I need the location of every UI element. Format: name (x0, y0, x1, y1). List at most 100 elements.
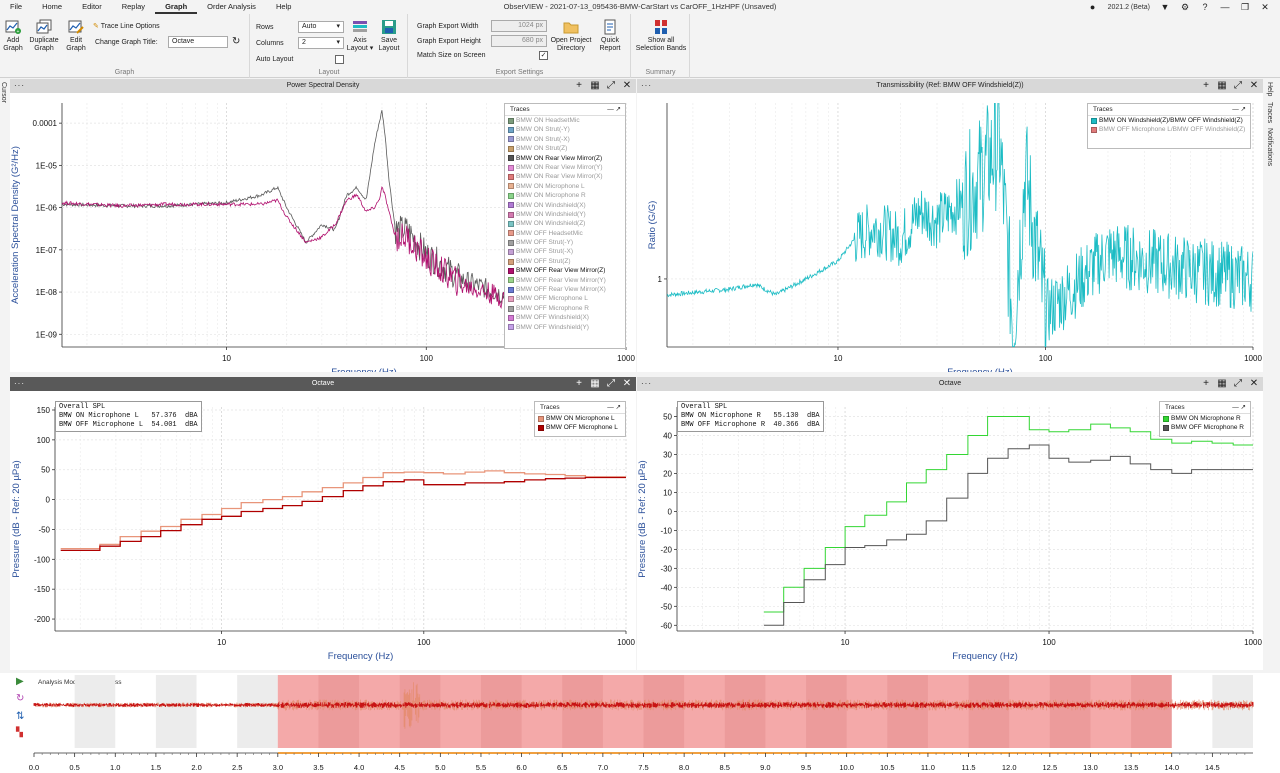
menu-help[interactable]: Help (275, 2, 292, 11)
edit-graph-button[interactable]: Edit Graph (64, 19, 88, 53)
legend-swatch[interactable] (508, 324, 514, 331)
legend-item[interactable]: BMW OFF Rear View Mirror(Z) (505, 266, 625, 275)
legend-item[interactable]: BMW ON Strut(Z) (505, 144, 625, 153)
bands-icon[interactable]: ▚ (16, 727, 23, 737)
legend-swatch[interactable] (538, 425, 544, 432)
legend-item[interactable]: BMW ON HeadsetMic (505, 116, 625, 125)
rows-select[interactable]: Auto ▾ (298, 21, 344, 33)
legend-item[interactable]: BMW OFF Windshield(Y) (505, 323, 625, 332)
legend-swatch[interactable] (508, 230, 514, 237)
legend-swatch[interactable] (508, 155, 514, 162)
quick-report-button[interactable]: Quick Report (596, 19, 624, 53)
legend-swatch[interactable] (1091, 127, 1097, 134)
grid-icon[interactable]: ▦ (1217, 80, 1227, 91)
columns-select[interactable]: 2 ▾ (298, 37, 344, 49)
legend-swatch[interactable] (508, 127, 514, 134)
trace-line-options[interactable]: ✎ Trace Line Options (93, 22, 160, 30)
legend-item[interactable]: BMW OFF Microphone L (505, 294, 625, 303)
legend-swatch[interactable] (508, 117, 514, 124)
graph-title-input[interactable]: Octave (168, 36, 228, 48)
panel-menu-icon[interactable]: ··· (641, 379, 652, 388)
notifications-side-tab[interactable]: Notifications (1266, 128, 1273, 167)
grid-icon[interactable]: ▦ (590, 80, 600, 91)
add-graph-button[interactable]: + Add Graph (2, 19, 24, 53)
legend-swatch[interactable] (1163, 425, 1169, 432)
loop-icon[interactable]: ↻ (16, 693, 25, 704)
legend-swatch[interactable] (508, 296, 514, 303)
legend-swatch[interactable] (508, 211, 514, 218)
legend-item[interactable]: BMW ON Strut(-X) (505, 135, 625, 144)
legend-item[interactable]: BMW OFF Rear View Mirror(X) (505, 285, 625, 294)
duplicate-graph-button[interactable]: Duplicate Graph (28, 19, 60, 53)
legend-controls-icon[interactable]: — ↗ (607, 404, 621, 411)
legend-item[interactable]: BMW OFF Microphone L/BMW OFF Windshield(… (1088, 125, 1250, 134)
legend-item[interactable]: BMW ON Windshield(Z)/BMW OFF Windshield(… (1088, 116, 1250, 125)
match-size-checkbox[interactable]: ✓ (539, 51, 548, 60)
help-icon[interactable]: ? (1202, 2, 1208, 12)
close-icon[interactable]: ✕ (622, 378, 632, 389)
legend-swatch[interactable] (508, 174, 514, 181)
legend-item[interactable]: BMW ON Windshield(Y) (505, 210, 625, 219)
legend-item[interactable]: BMW OFF Microphone R (1160, 423, 1250, 432)
legend-item[interactable]: BMW ON Microphone R (1160, 414, 1250, 423)
legend-swatch[interactable] (1091, 117, 1097, 124)
help-side-tab[interactable]: Help (1266, 82, 1273, 97)
cursor-side-tab[interactable]: Cursor (0, 82, 7, 104)
legend-swatch[interactable] (508, 239, 514, 246)
refresh-icon[interactable]: ↻ (232, 36, 241, 47)
legend-swatch[interactable] (508, 136, 514, 143)
legend-item[interactable]: BMW OFF Strut(-Y) (505, 238, 625, 247)
expand-icon[interactable]: ⤢ (1234, 80, 1242, 91)
minimize-icon[interactable]: — (1220, 2, 1230, 12)
restore-icon[interactable]: ❐ (1240, 2, 1250, 12)
legend-swatch[interactable] (508, 220, 514, 227)
export-width-input[interactable]: 1024 px (491, 20, 547, 32)
grid-icon[interactable]: ▦ (590, 378, 600, 389)
show-selection-bands-button[interactable]: Show all Selection Bands (632, 19, 690, 53)
close-icon[interactable]: ✕ (1249, 80, 1259, 91)
octL-plot[interactable]: 150 100 50 0 -50 -100 -150 -200 10 100 1000 Frequen… (10, 391, 636, 670)
save-layout-button[interactable]: Save Layout (375, 19, 403, 53)
menu-editor[interactable]: Editor (82, 2, 102, 11)
legend-swatch[interactable] (538, 415, 544, 422)
export-height-input[interactable]: 680 px (491, 35, 547, 47)
close-icon[interactable]: ✕ (1249, 378, 1259, 389)
add-icon[interactable]: + (1203, 378, 1209, 389)
panel-menu-icon[interactable]: ··· (641, 81, 652, 90)
close-icon[interactable]: ✕ (622, 80, 632, 91)
expand-icon[interactable]: ⤢ (607, 80, 615, 91)
legend-swatch[interactable] (508, 277, 514, 284)
legend-item[interactable]: BMW OFF Microphone L (535, 423, 625, 432)
legend-item[interactable]: BMW OFF Strut(Z) (505, 257, 625, 266)
legend-swatch[interactable] (508, 314, 514, 321)
add-icon[interactable]: + (576, 80, 582, 91)
legend-item[interactable]: BMW OFF Windshield(X) (505, 313, 625, 322)
axis-layout-button[interactable]: Axis Layout ▾ (345, 19, 375, 53)
legend-item[interactable]: BMW ON Windshield(Z) (505, 219, 625, 228)
gear-icon[interactable]: ⚙ (1180, 2, 1190, 12)
open-project-directory-button[interactable]: Open Project Directory (549, 19, 593, 53)
legend-swatch[interactable] (508, 286, 514, 293)
legend-swatch[interactable] (508, 267, 514, 274)
menu-home[interactable]: Home (42, 2, 63, 11)
legend-swatch[interactable] (508, 183, 514, 190)
add-icon[interactable]: + (576, 378, 582, 389)
play-icon[interactable]: ▶ (16, 676, 24, 687)
legend-swatch[interactable] (508, 145, 514, 152)
legend-item[interactable]: BMW ON Rear View Mirror(Y) (505, 163, 625, 172)
auto-layout-checkbox[interactable] (335, 55, 344, 64)
legend-controls-icon[interactable]: — ↗ (607, 106, 621, 113)
legend-swatch[interactable] (508, 192, 514, 199)
traces-side-tab[interactable]: Traces (1266, 102, 1273, 124)
menu-order-analysis[interactable]: Order Analysis (207, 2, 256, 11)
legend-swatch[interactable] (508, 305, 514, 312)
timeline-plot[interactable]: 0.0 0.5 1.0 1.5 2.0 2.5 3.0 3.5 4.0 4.5 5.0 5.5 6.0 6… (0, 673, 1280, 773)
legend-swatch[interactable] (508, 258, 514, 265)
legend-item[interactable]: BMW ON Windshield(X) (505, 201, 625, 210)
legend-item[interactable]: BMW ON Microphone R (505, 191, 625, 200)
legend-item[interactable]: BMW OFF HeadsetMic (505, 229, 625, 238)
legend-item[interactable]: BMW OFF Strut(-X) (505, 247, 625, 256)
legend-item[interactable]: BMW ON Microphone L (535, 414, 625, 423)
legend-swatch[interactable] (508, 249, 514, 256)
